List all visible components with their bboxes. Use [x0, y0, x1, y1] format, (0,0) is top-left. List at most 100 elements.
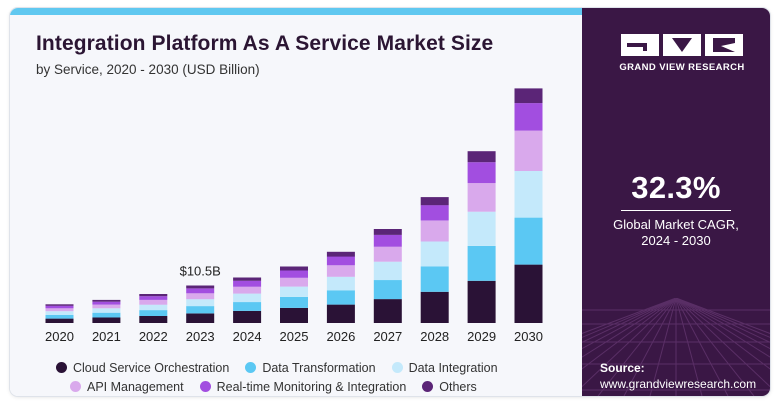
decorative-grid — [582, 298, 770, 396]
cagr-label-line1: Global Market CAGR, — [613, 217, 739, 232]
bar-segment — [514, 103, 543, 131]
source-label: Source: — [600, 361, 645, 375]
bar-segment — [139, 294, 168, 297]
bar-segment — [233, 280, 262, 287]
annotations: $10.5B — [180, 264, 221, 279]
legend-label: Others — [439, 379, 477, 394]
logo-box-icon — [705, 34, 743, 56]
bar-stack-2023 — [186, 285, 215, 323]
legend-label: Data Integration — [408, 360, 498, 375]
bar-segment — [186, 306, 215, 314]
info-panel: GRAND VIEW RESEARCH 32.3% Global Market … — [582, 8, 770, 396]
source-block: Source: www.grandviewresearch.com — [600, 360, 756, 392]
bar-stack-2020 — [45, 304, 74, 323]
data-label: $10.5B — [180, 264, 221, 279]
logo-box-icon — [663, 34, 701, 56]
bar-segment — [280, 307, 308, 323]
bar-segment — [139, 310, 168, 316]
bar-segment — [373, 234, 402, 247]
legend-label: Data Transformation — [262, 360, 376, 375]
bar-stack-2022 — [139, 294, 168, 323]
bar-segment — [139, 304, 168, 311]
source-url: www.grandviewresearch.com — [600, 377, 757, 391]
bar-stack-2024 — [233, 277, 262, 323]
bar-segment — [420, 220, 449, 242]
bar-segment — [280, 270, 308, 278]
legend-item: Data Transformation — [245, 360, 376, 375]
legend-swatch — [70, 381, 81, 392]
bar-segment — [326, 290, 355, 305]
chart-title: Integration Platform As A Service Market… — [36, 32, 494, 55]
bar-segment — [467, 245, 496, 281]
legend-item: Others — [422, 380, 477, 394]
legend: Cloud Service Orchestration Data Transfor… — [56, 358, 576, 396]
bar-segment — [514, 171, 543, 218]
divider — [621, 210, 731, 211]
bar-segment — [186, 293, 215, 300]
bar-segment — [373, 246, 402, 262]
grand-view-research-logo: GRAND VIEW RESEARCH — [612, 34, 752, 84]
legend-item: Real-time Monitoring & Integration — [199, 379, 407, 394]
chart-card: Integration Platform As A Service Market… — [10, 8, 770, 396]
brand-name: GRAND VIEW RESEARCH — [619, 62, 745, 73]
x-tick-label: 2024 — [233, 329, 262, 344]
bar-segment — [514, 88, 543, 104]
bar-segment — [186, 285, 215, 289]
bar-segment — [92, 317, 121, 323]
legend-swatch — [391, 362, 403, 373]
bar-segment — [420, 205, 449, 221]
x-tick-label: 2023 — [186, 329, 215, 344]
bar-segment — [467, 211, 496, 246]
x-tick-label: 2030 — [514, 329, 543, 344]
legend-item: Cloud Service Orchestration — [56, 361, 229, 375]
bar-segment — [233, 310, 262, 323]
bar-segment — [280, 296, 308, 308]
bar-segment — [233, 286, 262, 294]
logo-box-icon — [621, 34, 659, 56]
bar-segment — [420, 266, 449, 292]
bar-segment — [280, 266, 308, 271]
bar-segment — [326, 256, 355, 266]
bar-segment — [233, 277, 262, 281]
x-tick-label: 2028 — [420, 329, 449, 344]
bar-segment — [467, 280, 496, 323]
logo-mark — [612, 34, 752, 56]
legend-item: API Management — [70, 380, 184, 394]
bar-segment — [139, 296, 168, 300]
bar-stack-2025 — [280, 266, 308, 323]
bar-segment — [373, 299, 402, 323]
bar-segment — [373, 280, 402, 300]
bar-segment — [280, 286, 308, 297]
legend-label: Cloud Service Orchestration — [73, 360, 230, 375]
bar-segment — [45, 314, 74, 319]
legend-row: API Management Real-time Monitoring & Int… — [56, 377, 576, 396]
bar-segment — [92, 301, 121, 305]
x-tick-label: 2025 — [280, 329, 309, 344]
bar-segment — [467, 183, 496, 212]
x-axis-ticks: 2020 2021 2022 2023 2024 2025 2026 2027 2028 2029… — [45, 329, 543, 344]
bar-segment — [467, 162, 496, 184]
bar-segment — [45, 304, 74, 306]
bar-stack-2027 — [373, 229, 402, 323]
x-tick-label: 2027 — [373, 329, 402, 344]
bar-stack-2021 — [92, 299, 121, 323]
bar-segment — [233, 293, 262, 302]
legend-swatch — [199, 381, 211, 392]
legend-label: Real-time Monitoring & Integration — [216, 379, 407, 394]
bar-stack-2026 — [326, 251, 355, 323]
x-tick-label: 2029 — [467, 329, 496, 344]
bar-stack-2029 — [467, 151, 496, 323]
bar-stack-2028 — [420, 197, 449, 323]
cagr-label-line2: 2024 - 2030 — [641, 233, 711, 248]
legend-swatch — [245, 362, 257, 373]
bar-stack-2030 — [514, 88, 543, 323]
chart-subtitle: by Service, 2020 - 2030 (USD Billion) — [36, 62, 260, 77]
bar-segment — [139, 299, 168, 305]
bar-segment — [186, 299, 215, 307]
bar-segment — [92, 312, 121, 318]
bar-segment — [45, 318, 74, 323]
accent-strip — [10, 8, 582, 15]
bar-segment — [139, 316, 168, 323]
bar-segment — [92, 299, 121, 302]
legend-swatch — [422, 381, 434, 392]
